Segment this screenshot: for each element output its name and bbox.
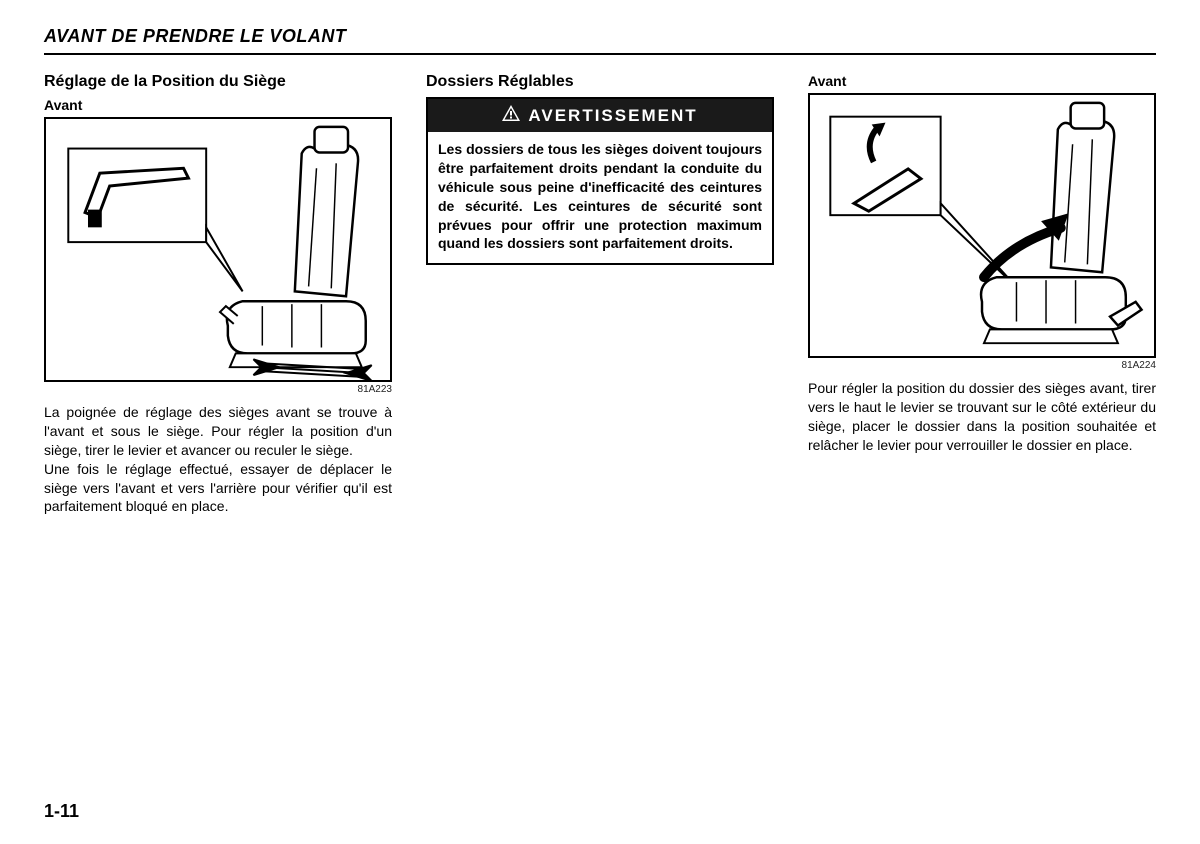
- warning-body: Les dossiers de tous les sièges doivent …: [428, 132, 772, 263]
- figure-seat-recline: [808, 93, 1156, 358]
- seat-position-icon: [46, 119, 390, 380]
- col1-body: La poignée de réglage des sièges avant s…: [44, 403, 392, 516]
- warning-header: AVERTISSEMENT: [428, 99, 772, 132]
- col3-body: Pour régler la position du dossier des s…: [808, 379, 1156, 455]
- seat-recline-icon: [810, 95, 1154, 356]
- column-3: Avant: [808, 73, 1156, 516]
- column-1: Réglage de la Position du Siège Avant: [44, 73, 392, 516]
- figure-code-2: 81A224: [808, 360, 1156, 371]
- figure-code-1: 81A223: [44, 384, 392, 395]
- col1-subheading: Avant: [44, 97, 392, 113]
- warning-label: AVERTISSEMENT: [528, 106, 697, 126]
- column-2: Dossiers Réglables AVERTISSEMENT Les dos…: [426, 73, 774, 516]
- warning-triangle-icon: [502, 105, 520, 126]
- figure-seat-position: [44, 117, 392, 382]
- page-number: 1-11: [44, 801, 79, 822]
- page-title: AVANT DE PRENDRE LE VOLANT: [44, 26, 1156, 55]
- warning-box: AVERTISSEMENT Les dossiers de tous les s…: [426, 97, 774, 265]
- col3-subheading: Avant: [808, 73, 1156, 89]
- col1-heading: Réglage de la Position du Siège: [44, 73, 392, 91]
- content-columns: Réglage de la Position du Siège Avant: [44, 73, 1156, 516]
- col2-heading: Dossiers Réglables: [426, 73, 774, 91]
